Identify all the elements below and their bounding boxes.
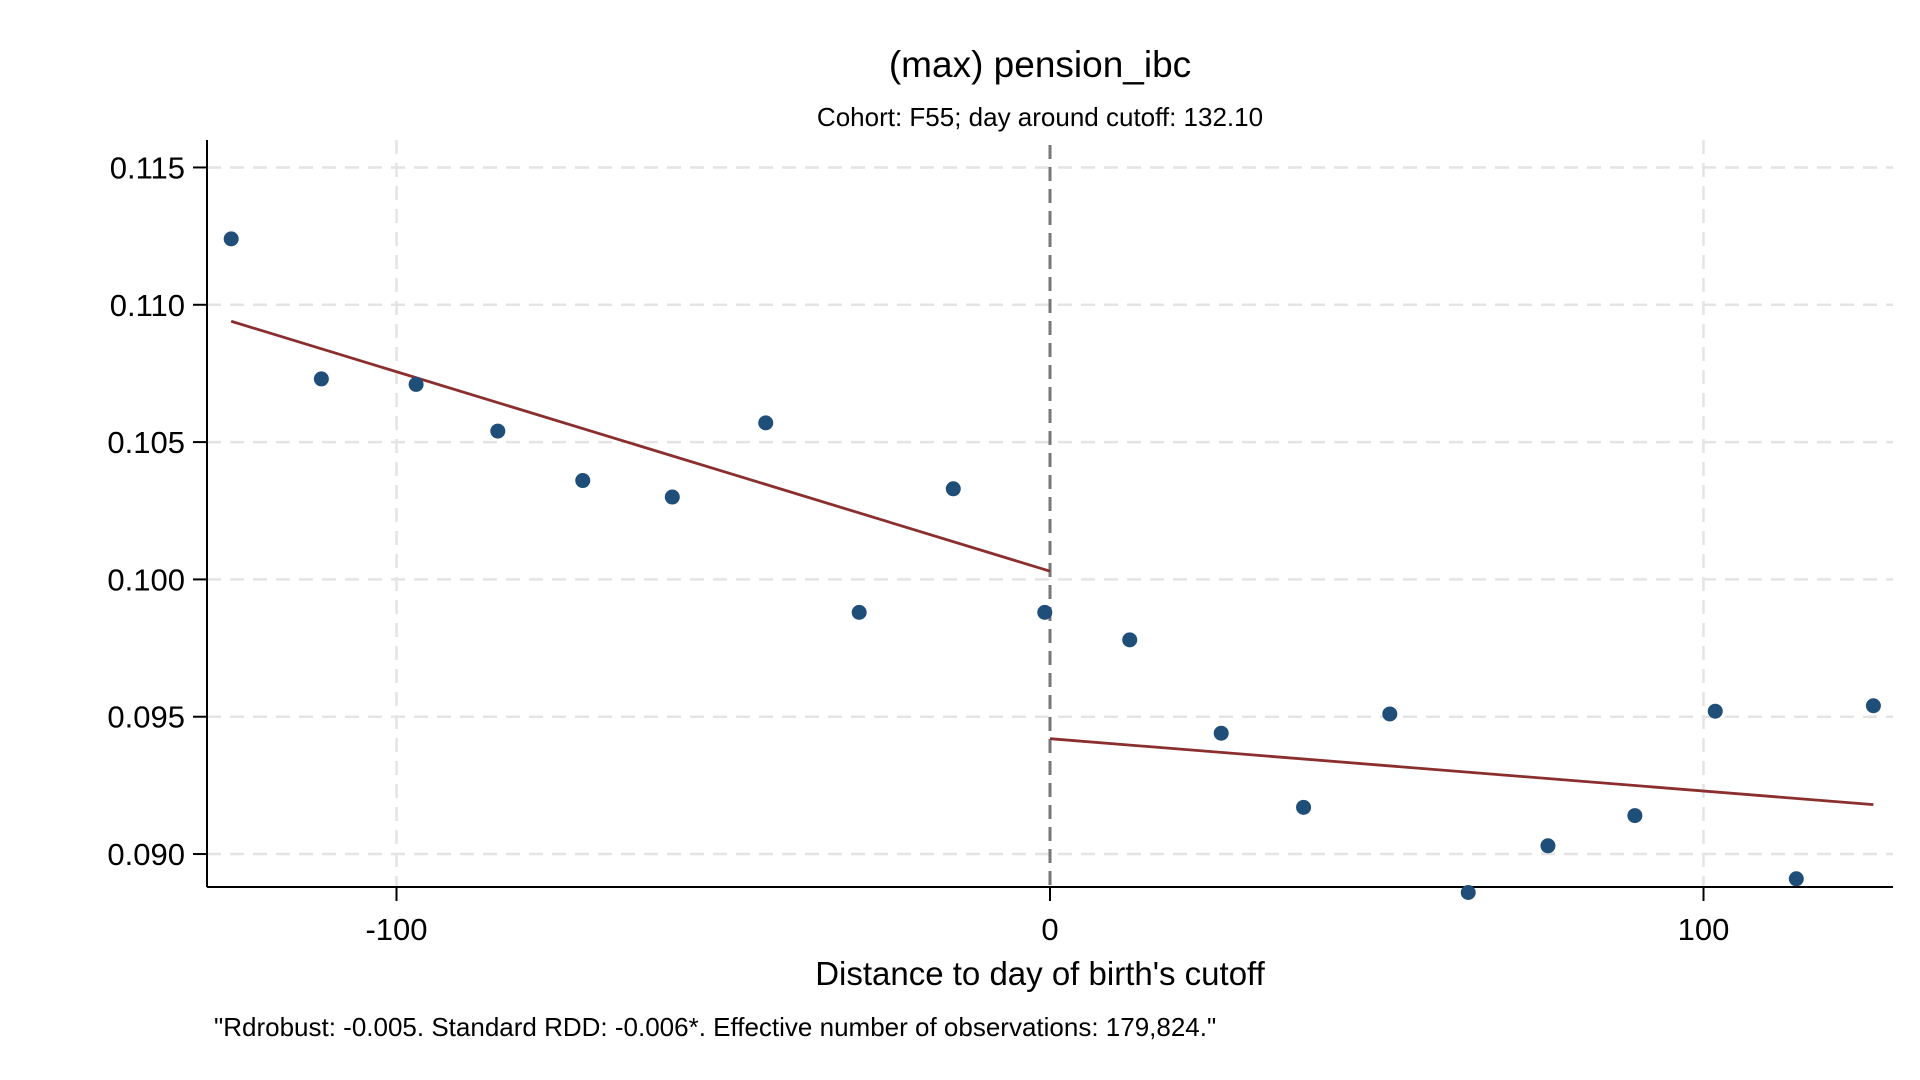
scatter-point bbox=[945, 481, 961, 497]
chart-subtitle: Cohort: F55; day around cutoff: 132.10 bbox=[817, 102, 1263, 132]
y-tick-label: 0.105 bbox=[107, 425, 185, 460]
x-tick-label: 100 bbox=[1678, 912, 1730, 947]
fit-line-right bbox=[1049, 737, 1874, 807]
x-tick-label: 0 bbox=[1041, 912, 1058, 947]
scatter-point bbox=[851, 604, 867, 620]
scatter-point bbox=[1213, 725, 1229, 741]
scatter-point bbox=[664, 489, 680, 505]
scatter-point bbox=[1460, 884, 1476, 900]
axis-layer bbox=[193, 140, 1893, 901]
x-axis-label: Distance to day of birth's cutoff bbox=[815, 955, 1265, 992]
scatter-point bbox=[490, 423, 506, 439]
scatter-point bbox=[313, 371, 329, 387]
scatter-point bbox=[1788, 871, 1804, 887]
y-tick-label: 0.090 bbox=[107, 837, 185, 872]
y-tick-label: 0.115 bbox=[110, 150, 185, 185]
y-tick-label: 0.100 bbox=[107, 562, 185, 597]
scatter-point bbox=[408, 376, 424, 392]
x-tick-label: -100 bbox=[365, 912, 427, 947]
chart-title: (max) pension_ibc bbox=[889, 44, 1191, 85]
scatter-point bbox=[1707, 703, 1723, 719]
scatter-point bbox=[758, 415, 774, 431]
scatter-point bbox=[575, 473, 591, 489]
scatter-point bbox=[1865, 698, 1881, 714]
scatter-point bbox=[1627, 808, 1643, 824]
scatter-point bbox=[223, 231, 239, 247]
scatter-point bbox=[1296, 799, 1312, 815]
grid-layer bbox=[207, 140, 1893, 887]
y-tick-label: 0.095 bbox=[107, 700, 185, 735]
scatter-point bbox=[1122, 632, 1138, 648]
fit-line-left bbox=[230, 319, 1051, 573]
scatter-point bbox=[1382, 706, 1398, 722]
y-tick-label: 0.110 bbox=[110, 288, 185, 323]
line-layer bbox=[230, 145, 1874, 887]
point-layer bbox=[223, 231, 1881, 900]
scatter-point bbox=[1037, 604, 1053, 620]
chart-note: "Rdrobust: -0.005. Standard RDD: -0.006*… bbox=[214, 1012, 1216, 1042]
label-layer: 0.090 0.095 0.100 0.105 0.110 0.115 -100 0 100 bbox=[107, 150, 1729, 947]
scatter-point bbox=[1540, 838, 1556, 854]
